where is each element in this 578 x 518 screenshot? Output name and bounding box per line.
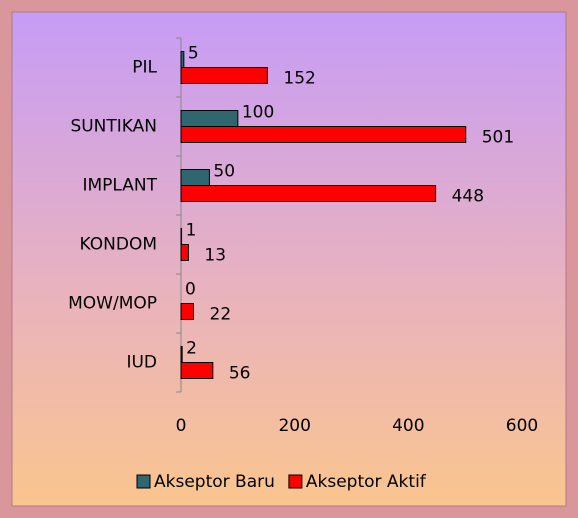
bar	[180, 228, 183, 245]
value-label: 5	[188, 44, 199, 64]
bar	[180, 303, 195, 320]
x-tick-label: 0	[176, 416, 187, 436]
bar	[180, 185, 437, 202]
y-tick-label: PIL	[132, 58, 157, 78]
bar	[180, 169, 210, 186]
y-tick-label: IMPLANT	[82, 176, 157, 196]
x-tick-label: 600	[506, 416, 538, 436]
legend-swatch	[288, 474, 303, 489]
legend-swatch	[136, 474, 151, 489]
value-label: 13	[204, 246, 226, 266]
value-label: 50	[213, 162, 235, 182]
chart-panel	[11, 11, 567, 507]
y-tick-label: IUD	[126, 353, 157, 373]
y-tick-label: SUNTIKAN	[70, 117, 157, 137]
bar	[180, 362, 214, 379]
value-label: 56	[229, 364, 251, 384]
value-label: 152	[283, 69, 315, 89]
bar	[180, 67, 268, 84]
y-tick-label: MOW/MOP	[68, 294, 157, 314]
legend-label: Akseptor Baru	[154, 472, 275, 492]
bar	[180, 244, 189, 261]
x-tick-label: 200	[278, 416, 310, 436]
legend-label: Akseptor Aktif	[306, 472, 427, 492]
bar	[180, 346, 183, 363]
value-label: 448	[452, 187, 484, 207]
value-label: 1	[186, 221, 197, 241]
y-tick-label: KONDOM	[80, 235, 157, 255]
x-tick-label: 400	[392, 416, 424, 436]
bar	[180, 126, 467, 143]
value-label: 0	[185, 280, 196, 300]
value-label: 100	[242, 103, 274, 123]
bar	[180, 51, 185, 68]
bar	[180, 110, 239, 127]
value-label: 22	[210, 305, 232, 325]
value-label: 2	[186, 339, 197, 359]
value-label: 501	[482, 128, 514, 148]
